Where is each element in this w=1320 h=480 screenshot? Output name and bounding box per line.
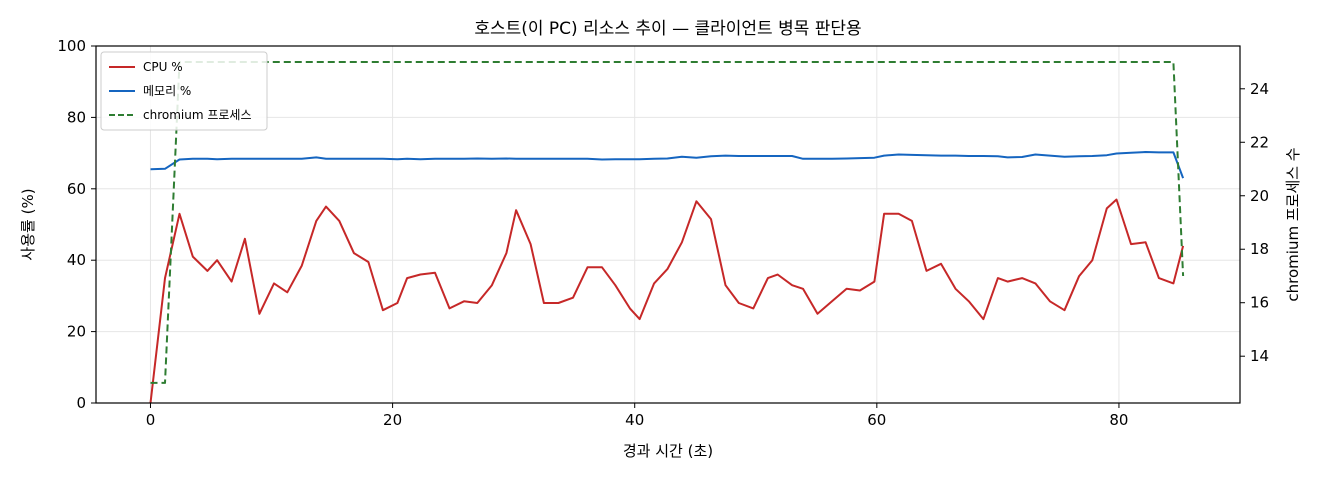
x-tick-label: 0 [146, 411, 156, 429]
series-line-3 [150, 61, 1185, 384]
y-tick-label: 60 [67, 180, 86, 198]
y2-tick-label: 14 [1250, 347, 1269, 365]
legend-box [100, 51, 268, 131]
y2-tick-label: 18 [1250, 240, 1269, 258]
x-tick-label: 80 [1109, 411, 1128, 429]
chart-title: 호스트(이 PC) 리소스 추이 — 클라이언트 병목 판단용 [474, 19, 861, 39]
x-axis-title: 경과 시간 (초) [623, 442, 713, 460]
legend-entry-label: 메모리 % [143, 84, 191, 98]
legend-entry-label: chromium 프로세스 [143, 108, 252, 122]
legend-entry-label: CPU % [143, 60, 183, 74]
series-line-1 [149, 198, 1185, 404]
series-line-2 [150, 151, 1185, 179]
y-axis-left-ticks: 0 20 40 60 80 100 [57, 37, 96, 412]
x-axis-ticks: 0 20 40 60 80 [146, 403, 1128, 429]
y2-tick-label: 24 [1250, 80, 1269, 98]
plot-frame [95, 45, 1241, 404]
y-tick-label: 0 [76, 394, 86, 412]
y2-tick-label: 22 [1250, 133, 1269, 151]
y-tick-label: 20 [67, 323, 86, 341]
x-tick-label: 40 [625, 411, 644, 429]
y2-tick-label: 20 [1250, 187, 1269, 205]
y-tick-label: 80 [67, 108, 86, 126]
y-axis-left-title: 사용률 (%) [19, 188, 37, 260]
legend: CPU % 메모리 % chromium 프로세스 [100, 51, 268, 131]
x-tick-label: 20 [383, 411, 402, 429]
plot-series [149, 61, 1185, 404]
grid-lines [96, 45, 1240, 404]
y-tick-label: 40 [67, 251, 86, 269]
y-axis-right-title: chromium 프로세스 수 [1284, 147, 1302, 301]
y-tick-label: 100 [57, 37, 86, 55]
x-tick-label: 60 [867, 411, 886, 429]
y-axis-right-ticks: 14 16 18 20 22 24 [1240, 80, 1269, 365]
y2-tick-label: 16 [1250, 294, 1269, 312]
